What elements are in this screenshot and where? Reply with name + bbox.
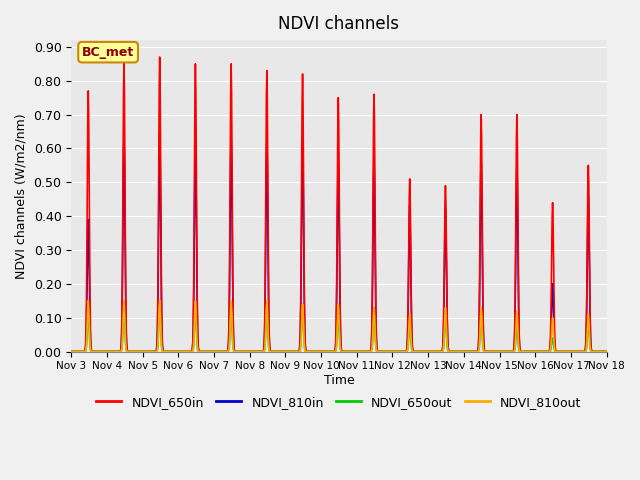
NDVI_810out xyxy=(603,348,611,354)
NDVI_810out xyxy=(300,333,308,339)
NDVI_810in xyxy=(567,348,575,354)
NDVI_650in xyxy=(138,348,146,354)
NDVI_810out xyxy=(360,348,368,354)
NDVI_810out xyxy=(158,347,166,352)
Legend: NDVI_650in, NDVI_810in, NDVI_650out, NDVI_810out: NDVI_650in, NDVI_810in, NDVI_650out, NDV… xyxy=(92,391,586,414)
NDVI_810in xyxy=(156,129,164,134)
NDVI_810in xyxy=(349,348,357,354)
NDVI_650out xyxy=(603,348,611,354)
NDVI_650out xyxy=(138,348,146,354)
NDVI_810out xyxy=(139,348,147,354)
NDVI_810out xyxy=(248,348,256,354)
Line: NDVI_810out: NDVI_810out xyxy=(71,301,607,351)
NDVI_650in xyxy=(248,348,256,354)
NDVI_650out xyxy=(67,348,75,354)
NDVI_650in xyxy=(67,348,75,354)
NDVI_810out xyxy=(349,348,357,354)
NDVI_810in xyxy=(300,263,308,268)
NDVI_650out xyxy=(300,335,308,340)
Line: NDVI_810in: NDVI_810in xyxy=(71,132,607,351)
NDVI_650in xyxy=(158,324,166,329)
NDVI_810out xyxy=(67,348,75,354)
NDVI_810in xyxy=(248,348,256,354)
NDVI_810in xyxy=(158,330,166,336)
NDVI_810in xyxy=(138,348,146,354)
NDVI_650out xyxy=(360,348,368,354)
NDVI_650in xyxy=(360,348,368,354)
NDVI_650in xyxy=(156,54,164,60)
NDVI_650out xyxy=(158,347,166,352)
NDVI_650out xyxy=(567,348,575,354)
NDVI_650in xyxy=(349,348,357,354)
Line: NDVI_650in: NDVI_650in xyxy=(71,57,607,351)
NDVI_810in xyxy=(67,348,75,354)
Y-axis label: NDVI channels (W/m2/nm): NDVI channels (W/m2/nm) xyxy=(15,113,28,278)
NDVI_810in xyxy=(360,348,368,354)
NDVI_650out xyxy=(248,348,256,354)
NDVI_650in xyxy=(300,235,308,240)
NDVI_650out xyxy=(156,301,164,307)
Title: NDVI channels: NDVI channels xyxy=(278,15,399,33)
NDVI_650in xyxy=(603,348,611,354)
NDVI_650in xyxy=(567,348,575,354)
NDVI_810in xyxy=(603,348,611,354)
NDVI_810out xyxy=(84,298,92,304)
NDVI_810out xyxy=(567,348,575,354)
Text: BC_met: BC_met xyxy=(82,46,134,59)
Line: NDVI_650out: NDVI_650out xyxy=(71,304,607,351)
X-axis label: Time: Time xyxy=(324,374,355,387)
NDVI_650out xyxy=(349,348,357,354)
